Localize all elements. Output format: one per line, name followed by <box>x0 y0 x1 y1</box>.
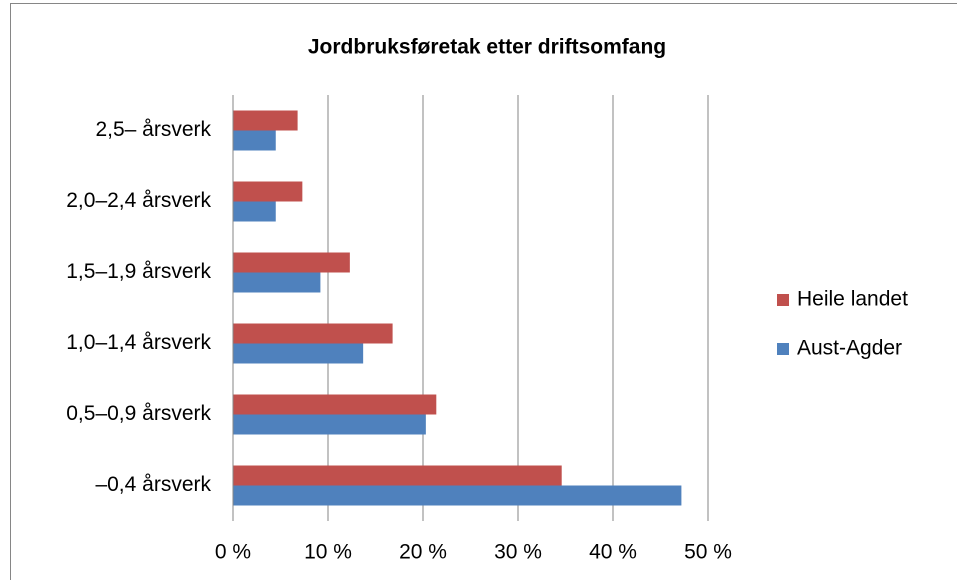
bar <box>233 252 350 273</box>
legend-label: Heile landet <box>797 288 908 311</box>
x-tick-label: 10 % <box>304 541 352 564</box>
legend-swatch <box>777 343 789 355</box>
y-tick-label: 0,5–0,9 årsverk <box>66 402 211 425</box>
bar <box>233 272 321 293</box>
x-tick-label: 20 % <box>399 541 447 564</box>
x-tick-label: 40 % <box>589 541 637 564</box>
bar <box>233 323 393 344</box>
y-tick-label: 2,5– årsverk <box>95 118 211 141</box>
bar <box>233 465 562 486</box>
bar <box>233 110 298 131</box>
bar <box>233 201 276 222</box>
bar <box>233 485 682 506</box>
x-tick-label: 0 % <box>215 541 251 564</box>
x-tick-label: 50 % <box>684 541 732 564</box>
bar <box>233 394 437 415</box>
bar <box>233 181 303 202</box>
bar <box>233 414 426 435</box>
y-tick-label: –0,4 årsverk <box>95 473 211 496</box>
y-tick-label: 1,5–1,9 årsverk <box>66 260 211 283</box>
bar <box>233 343 364 364</box>
chart-title: Jordbruksføretak etter driftsomfang <box>308 36 666 59</box>
legend-label: Aust-Agder <box>797 337 902 360</box>
y-tick-label: 2,0–2,4 årsverk <box>66 189 211 212</box>
x-tick-label: 30 % <box>494 541 542 564</box>
legend-swatch <box>777 294 789 306</box>
bar <box>233 130 276 151</box>
y-tick-label: 1,0–1,4 årsverk <box>66 331 211 354</box>
